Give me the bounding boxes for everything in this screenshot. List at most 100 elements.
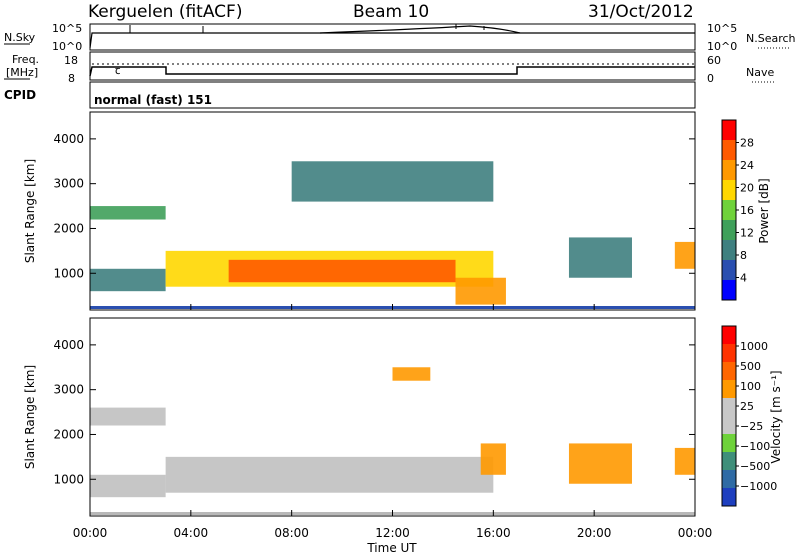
cpid-label: CPID [4,88,36,102]
xtick-label: 08:00 [274,526,309,540]
power-region [291,161,494,202]
power-colorbar-swatch [722,260,736,281]
velocity-colorbar-tick-label: −1000 [740,480,777,493]
velocity-colorbar-swatch [722,470,736,489]
power-colorbar-swatch [722,160,736,181]
nsky-trace-hump [319,25,521,34]
freq-tick-bottom: 8 [68,72,75,85]
velocity-colorbar-swatch [722,452,736,471]
velocity-region [674,447,695,475]
velocity-y-axis: 1000 2000 3000 4000 [53,338,695,486]
velocity-region [90,407,166,426]
nsearch-tick-top: 10^5 [707,22,737,35]
power-colorbar-swatch [722,140,736,161]
power-colorbar: 4 8 12 16 20 24 28 [721,119,754,301]
nave-tick-bottom: 0 [707,72,714,85]
velocity-colorbar-tick-label: 100 [740,380,761,393]
velocity-colorbar-tick-label: −25 [740,420,763,433]
power-colorbar-swatch [722,180,736,201]
velocity-colorbar-swatch [722,380,736,399]
velocity-panel: 1000 2000 3000 4000 00:00 04:00 08:00 12:00 16:… [23,304,783,554]
power-colorbar-tick-label: 8 [740,249,747,262]
xtick-label: 00:00 [678,526,713,540]
power-y-axis: 1000 2000 3000 4000 [53,132,695,280]
velocity-region [165,456,494,493]
power-colorbar-swatch [722,220,736,241]
power-region [455,277,506,305]
power-colorbar-tick-label: 16 [740,204,754,217]
beam-title: Beam 10 [353,2,429,22]
velocity-colorbar-swatch [722,398,736,417]
velocity-region [568,443,632,484]
power-colorbar-swatch [722,280,736,301]
velocity-colorbar-tick-label: 500 [740,360,761,373]
velocity-region [392,367,431,381]
power-ytick-label: 1000 [53,266,84,280]
power-ytick-label: 3000 [53,177,84,191]
power-colorbar-tick-label: 4 [740,272,747,285]
velocity-colorbar-label: Velocity [m s⁻¹] [769,370,783,463]
xtick-label: 20:00 [577,526,612,540]
freq-panel: Freq. [MHz] 18 8 60 0 Nave ꞇ [4,51,776,85]
power-region [674,241,695,269]
power-colorbar-tick-label: 24 [740,159,754,172]
power-colorbar-swatch [722,120,736,141]
nsky-panel: N.Sky 10^5 10^0 10^5 10^0 N.Search [4,22,796,53]
velocity-x-axis: 00:00 04:00 08:00 12:00 16:00 20:00 00:00 [73,304,713,540]
cpid-row: CPID normal (fast) 151 [4,81,696,109]
nave-label: Nave [746,66,774,79]
xtick-label: 16:00 [476,526,511,540]
nsearch-label: N.Search [746,32,796,45]
power-region [228,259,456,283]
velocity-ytick-label: 2000 [53,427,84,441]
velocity-ytick-label: 3000 [53,383,84,397]
velocity-region [480,443,506,475]
power-colorbar-tick-label: 20 [740,182,754,195]
station-title: Kerguelen (fitACF) [88,2,242,22]
power-panel: 1000 2000 3000 4000 Slant Range [km] 4 8 12 16… [23,111,771,311]
velocity-ylabel: Slant Range [km] [23,365,37,469]
velocity-colorbar-swatch [722,344,736,363]
power-ytick-label: 4000 [53,132,84,146]
velocity-colorbar-swatch [722,326,736,345]
nsearch-tick-bottom: 10^0 [707,40,737,53]
power-colorbar-label: Power [dB] [757,178,771,243]
velocity-colorbar-tick-label: −500 [740,460,770,473]
freq-mark: ꞇ [115,64,121,77]
velocity-colorbar-swatch [722,416,736,435]
power-colorbar-tick-label: 28 [740,137,754,150]
power-colorbar-swatch [722,240,736,261]
velocity-colorbar-swatch [722,362,736,381]
date-title: 31/Oct/2012 [588,2,694,22]
velocity-xlabel: Time UT [366,541,417,554]
nsky-tick-top: 10^5 [52,22,82,35]
velocity-colorbar-swatch [722,488,736,507]
power-ytick-label: 2000 [53,221,84,235]
nave-tick-top: 60 [707,54,721,67]
velocity-data-layer [90,367,695,515]
velocity-colorbar-tick-label: −100 [740,440,770,453]
velocity-region [90,474,166,498]
power-region [90,206,166,220]
xtick-label: 04:00 [174,526,209,540]
freq-trace [89,66,695,77]
power-region [90,268,166,292]
cpid-mode: normal (fast) 151 [94,93,212,107]
velocity-colorbar: 1000 500 100 25 −25 −100 −500 −1000 [721,325,777,507]
nsky-label: N.Sky [4,31,36,44]
power-colorbar-swatch [722,200,736,221]
xtick-label: 12:00 [375,526,410,540]
power-colorbar-tick-label: 12 [740,227,754,240]
velocity-colorbar-swatch [722,434,736,453]
power-data-layer [90,161,695,309]
nsky-trace [89,32,695,49]
power-region [568,237,632,278]
velocity-colorbar-tick-label: 25 [740,400,754,413]
freq-label: Freq. [12,53,39,66]
velocity-ytick-label: 4000 [53,338,84,352]
freq-tick-top: 18 [64,54,78,67]
velocity-colorbar-frame [721,325,737,507]
velocity-ytick-label: 1000 [53,472,84,486]
xtick-label: 00:00 [73,526,108,540]
